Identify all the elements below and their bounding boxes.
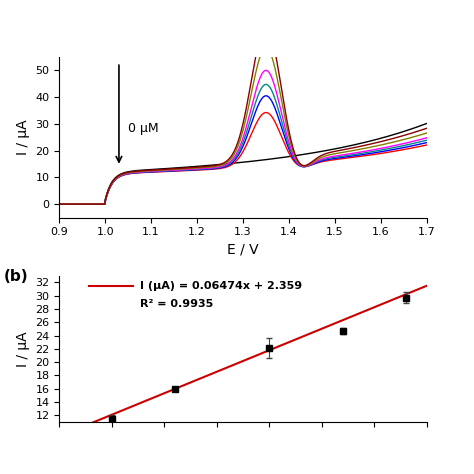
Text: 0 μM: 0 μM [128, 122, 159, 135]
Y-axis label: I / μA: I / μA [16, 119, 30, 155]
Text: (b): (b) [4, 268, 29, 283]
X-axis label: E / V: E / V [227, 243, 259, 257]
Y-axis label: I / μA: I / μA [16, 331, 30, 367]
Text: I (μA) = 0.06474x + 2.359: I (μA) = 0.06474x + 2.359 [140, 281, 302, 291]
Text: R² = 0.9935: R² = 0.9935 [140, 299, 213, 309]
